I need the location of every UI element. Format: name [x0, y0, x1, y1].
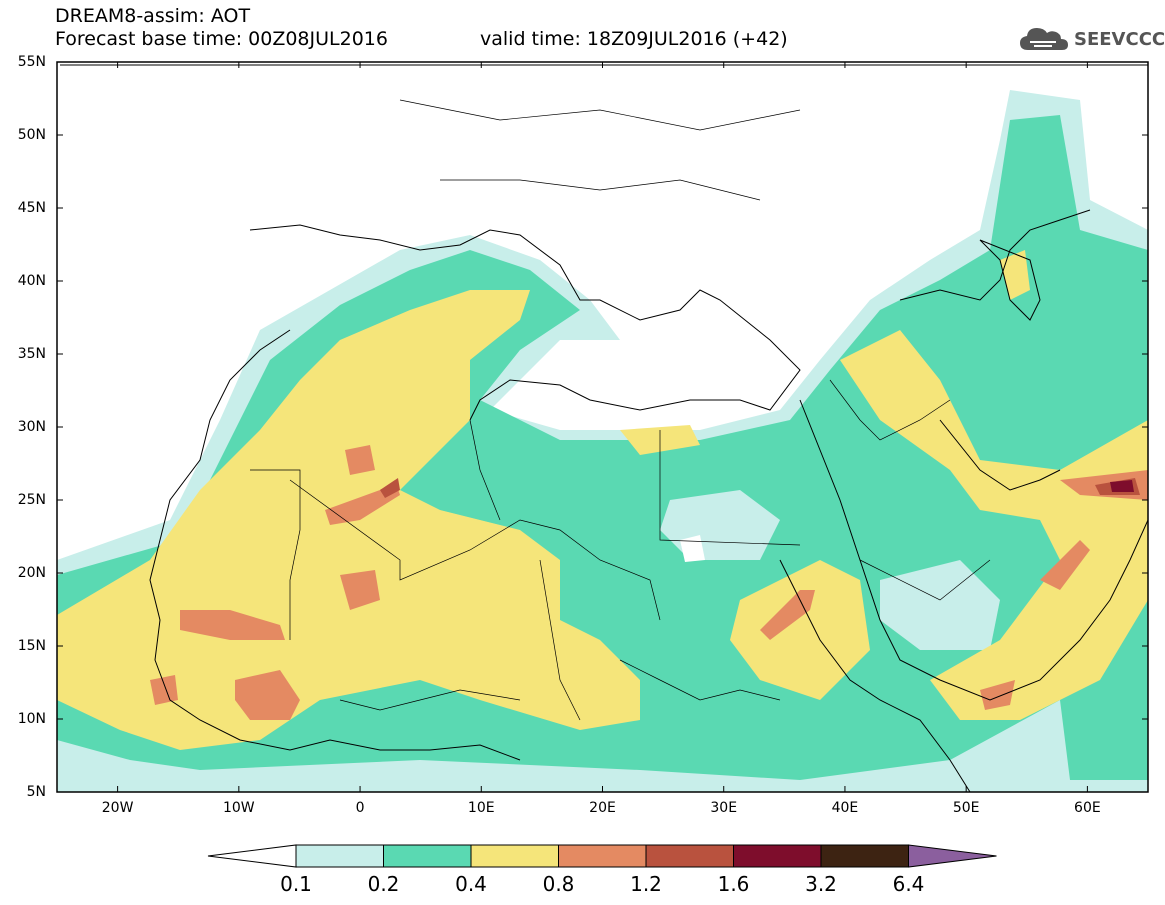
latitude-label: 5N [26, 784, 46, 800]
forecast-base-time: Forecast base time: 00Z08JUL2016 [55, 28, 388, 50]
longitude-label: 10W [222, 800, 255, 816]
aot-contour-1.2b [380, 478, 400, 498]
longitude-label: 60E [1074, 800, 1101, 816]
colorbar-label: 0.1 [280, 872, 312, 896]
aot-yellow-sudan [730, 560, 870, 700]
colorbar-label: 1.6 [717, 872, 750, 896]
latitude-label: 10N [17, 711, 46, 727]
aot-gap-horn [880, 560, 1000, 650]
latitude-label: 30N [17, 419, 46, 435]
colorbar-label: 1.2 [630, 872, 662, 896]
aot-orange-arabia [1040, 540, 1090, 590]
colorbar-swatch [733, 844, 822, 868]
colorbar-swatch [383, 844, 472, 868]
seevccc-logo: SEEVCCC [1018, 24, 1165, 54]
latitude-label: 20N [17, 565, 46, 581]
longitude-label: 0 [355, 800, 365, 816]
logo-text: SEEVCCC [1074, 28, 1165, 50]
aot-gap-white [680, 535, 705, 562]
colorbar-swatch [820, 844, 909, 868]
colorbar-label: 6.4 [892, 872, 925, 896]
latitude-label: 25N [17, 492, 46, 508]
aot-yellow-caspian [1000, 250, 1030, 300]
colorbar-swatch [645, 844, 734, 868]
aot-field [57, 62, 1148, 792]
aot-yellow-arabia [840, 330, 1148, 720]
aot-orange-niger [340, 570, 380, 610]
valid-time: valid time: 18Z09JUL2016 (+42) [480, 28, 788, 50]
colorbar-swatch [558, 844, 647, 868]
longitude-label: 20W [101, 800, 134, 816]
aot-orange-guinea [150, 675, 178, 705]
longitude-label: 10E [467, 800, 495, 816]
colorbar-swatch [470, 844, 559, 868]
colorbar-label: 3.2 [805, 872, 837, 896]
longitude-label: 40E [831, 800, 859, 816]
aot-contour-1.6 [1110, 480, 1134, 492]
aot-contour-0.8 [180, 610, 285, 640]
aot-orange-algeria [345, 445, 375, 475]
latitude-label: 40N [17, 273, 46, 289]
colorbar [207, 844, 997, 868]
colorbar-label: 0.8 [542, 872, 575, 896]
colorbar-label: 0.4 [455, 872, 487, 896]
colorbar-under-triangle [207, 844, 297, 868]
latitude-label: 35N [17, 346, 46, 362]
aot-orange-yemen [980, 680, 1015, 710]
latitude-label: 55N [17, 54, 46, 70]
latitude-label: 15N [17, 638, 46, 654]
colorbar-over-triangle [908, 844, 997, 868]
latitude-label: 45N [17, 200, 46, 216]
political-borders [250, 99, 991, 721]
latitude-label: 50N [17, 127, 46, 143]
cloud-icon [1020, 28, 1068, 50]
longitude-label: 50E [952, 800, 980, 816]
map-frame [56, 61, 1149, 793]
longitude-label: 20E [589, 800, 616, 816]
aot-orange-mali [235, 670, 300, 720]
colorbar-swatch [295, 844, 384, 868]
map-title: DREAM8-assim: AOT [55, 5, 251, 27]
colorbar-label: 0.2 [367, 872, 400, 896]
longitude-label: 30E [710, 800, 738, 816]
